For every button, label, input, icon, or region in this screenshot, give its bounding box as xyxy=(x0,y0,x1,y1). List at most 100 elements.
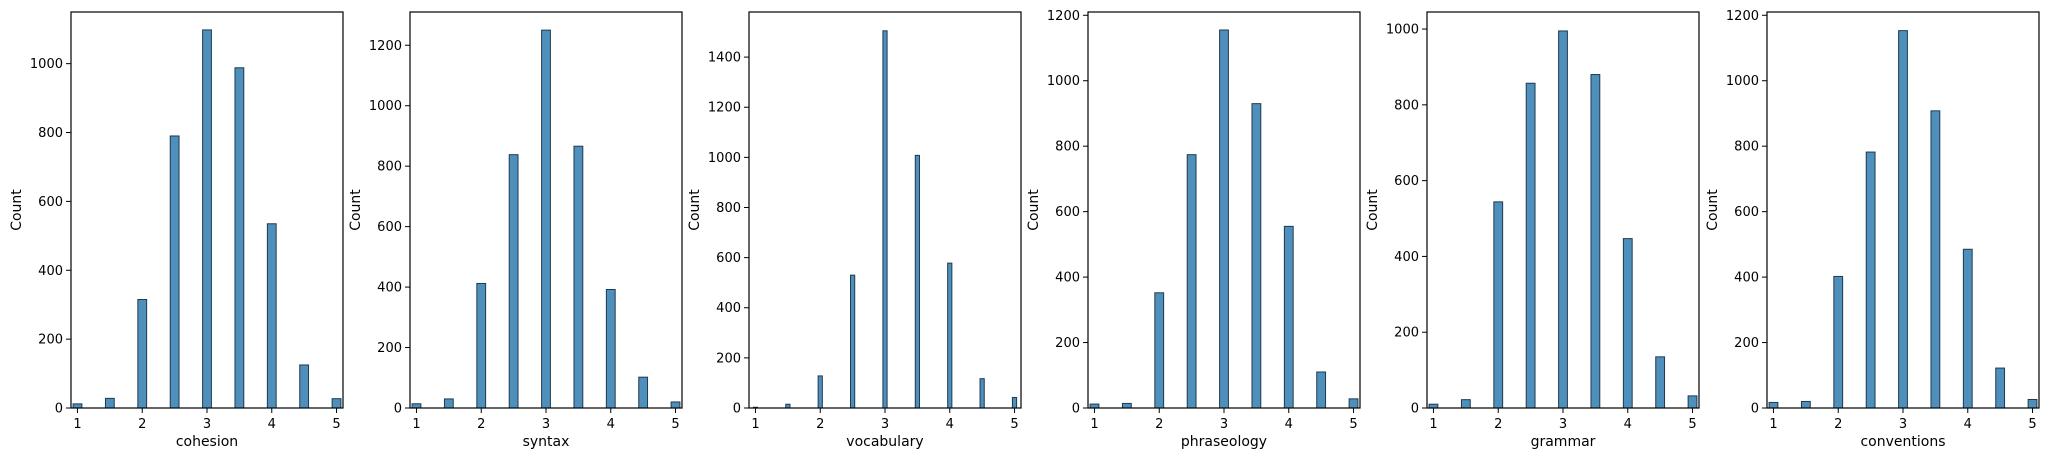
bar xyxy=(331,398,342,409)
y-tick-label: 600 xyxy=(1394,174,1419,189)
y-tick-label: 600 xyxy=(1734,205,1759,220)
x-tick-label: 1 xyxy=(73,417,81,432)
x-tick-label: 4 xyxy=(1624,417,1632,432)
y-tick-label: 0 xyxy=(733,402,741,417)
y-axis-label: Count xyxy=(9,189,25,231)
y-tick-label: 1000 xyxy=(1726,74,1759,89)
bar xyxy=(266,223,277,409)
y-tick-label: 800 xyxy=(38,126,63,141)
bar xyxy=(1622,238,1633,409)
subplot-cohesion: 1 2 3 4 5 0 200 400 600 800 1000 cohesion Count xyxy=(9,11,344,450)
y-tick-label: 1000 xyxy=(30,57,63,72)
y-tick-label: 1000 xyxy=(708,151,741,166)
bar xyxy=(914,154,920,409)
y-tick-label: 400 xyxy=(1394,250,1419,265)
bar xyxy=(476,282,487,409)
x-axis-label: vocabulary xyxy=(846,434,923,450)
x-axis-label: syntax xyxy=(523,434,570,450)
bar xyxy=(1962,248,1973,409)
x-tick-label: 1 xyxy=(1769,417,1777,432)
y-tick-label: 1200 xyxy=(1726,9,1759,24)
y-tick-label: 400 xyxy=(38,264,63,279)
subplot-syntax: 1 2 3 4 5 0 200 400 600 800 1000 1200 syntax Count xyxy=(348,11,683,450)
x-tick-label: 4 xyxy=(946,417,954,432)
x-tick-label: 2 xyxy=(1834,417,1842,432)
x-axis-label: phraseology xyxy=(1181,434,1267,450)
x-tick-label: 3 xyxy=(1559,417,1567,432)
bar xyxy=(1590,74,1601,409)
y-tick-label: 0 xyxy=(1751,402,1759,417)
y-tick-label: 0 xyxy=(1411,402,1419,417)
y-tick-label: 200 xyxy=(377,341,402,356)
subplot-grammar: 1 2 3 4 5 0 200 400 600 800 1000 grammar Count xyxy=(1365,11,1700,450)
y-tick-label: 1200 xyxy=(369,39,402,54)
bar xyxy=(638,376,649,409)
bar xyxy=(817,375,823,409)
bar xyxy=(1800,400,1811,409)
y-tick-label: 0 xyxy=(1072,402,1080,417)
x-tick-label: 1 xyxy=(1429,417,1437,432)
x-tick-label: 3 xyxy=(1220,417,1228,432)
bar xyxy=(1251,103,1262,409)
x-tick-label: 2 xyxy=(1155,417,1163,432)
bar xyxy=(850,274,856,409)
bar xyxy=(1011,396,1018,409)
x-tick-label: 3 xyxy=(881,417,889,432)
y-tick-label: 600 xyxy=(716,251,741,266)
y-tick-label: 200 xyxy=(1055,336,1080,351)
bar xyxy=(137,299,148,409)
subplot-phraseology: 1 2 3 4 5 0 200 400 600 800 1000 1200 phraseology Cou… xyxy=(1026,9,1361,450)
bar xyxy=(1460,399,1471,409)
bar xyxy=(72,403,83,409)
bar xyxy=(1154,292,1165,409)
bar xyxy=(299,364,310,409)
y-tick-label: 400 xyxy=(377,281,402,296)
y-tick-label: 200 xyxy=(1734,336,1759,351)
bar xyxy=(234,67,245,409)
x-tick-label: 2 xyxy=(1494,417,1502,432)
subplot-vocabulary: 1 2 3 4 5 0 200 400 600 800 1000 1200 1400 vocabulary… xyxy=(687,11,1022,450)
x-tick-label: 2 xyxy=(477,417,485,432)
x-axis-label: grammar xyxy=(1531,434,1596,450)
y-tick-label: 1200 xyxy=(1047,9,1080,24)
bar xyxy=(947,262,953,409)
x-tick-label: 3 xyxy=(542,417,550,432)
y-tick-label: 1400 xyxy=(708,51,741,66)
bar xyxy=(202,29,212,409)
bar xyxy=(541,29,551,409)
y-tick-label: 400 xyxy=(1734,271,1759,286)
bar xyxy=(508,154,519,409)
y-tick-label: 400 xyxy=(716,301,741,316)
x-tick-label: 5 xyxy=(1349,417,1357,432)
x-axis-label: conventions xyxy=(1860,434,1945,450)
y-axis-label: Count xyxy=(687,189,703,231)
x-axis-label: cohesion xyxy=(176,434,238,450)
y-axis-label: Count xyxy=(348,189,364,231)
bar xyxy=(104,397,115,409)
bar xyxy=(1655,356,1666,409)
y-tick-label: 200 xyxy=(1394,326,1419,341)
x-tick-label: 2 xyxy=(816,417,824,432)
bar xyxy=(1316,371,1327,409)
y-axis-label: Count xyxy=(1026,189,1042,231)
bar xyxy=(1930,110,1941,409)
y-tick-label: 600 xyxy=(1055,205,1080,220)
bar xyxy=(411,403,422,409)
y-tick-label: 1200 xyxy=(708,101,741,116)
bar xyxy=(1768,401,1779,409)
bar xyxy=(1493,201,1504,409)
bar xyxy=(1865,151,1876,409)
x-tick-label: 1 xyxy=(1090,417,1098,432)
bar xyxy=(1348,398,1359,409)
y-axis-label: Count xyxy=(1705,189,1721,231)
bar xyxy=(670,401,681,409)
bar xyxy=(1558,30,1568,409)
bar xyxy=(882,30,888,409)
y-axis-label: Count xyxy=(1365,189,1381,231)
x-tick-label: 1 xyxy=(751,417,759,432)
y-tick-label: 600 xyxy=(38,195,63,210)
x-tick-label: 2 xyxy=(138,417,146,432)
y-tick-label: 800 xyxy=(377,160,402,175)
y-tick-label: 800 xyxy=(716,201,741,216)
